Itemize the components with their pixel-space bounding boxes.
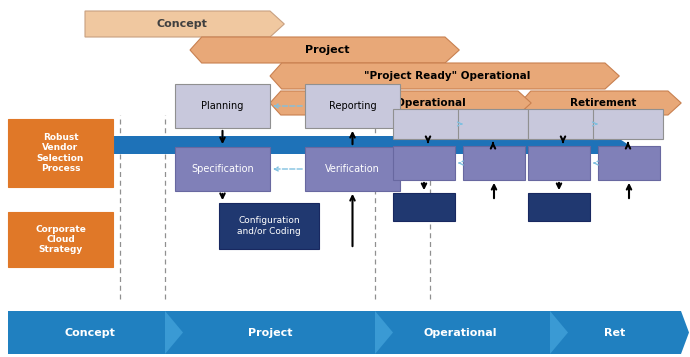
- Polygon shape: [270, 91, 531, 115]
- Bar: [458, 109, 528, 139]
- Bar: [8, 311, 681, 354]
- Bar: [528, 146, 590, 180]
- Polygon shape: [85, 11, 284, 37]
- Text: Verification: Verification: [325, 164, 380, 174]
- Polygon shape: [550, 311, 568, 354]
- Text: Ret: Ret: [604, 327, 626, 337]
- Bar: [593, 109, 663, 139]
- Text: Project: Project: [248, 327, 293, 337]
- Text: Retirement: Retirement: [570, 98, 637, 108]
- Text: End User Operational: End User Operational: [340, 98, 466, 108]
- Bar: [393, 109, 463, 139]
- Polygon shape: [520, 91, 681, 115]
- Text: Corporate
Cloud
Strategy: Corporate Cloud Strategy: [35, 225, 86, 255]
- Text: "Project Ready" Operational: "Project Ready" Operational: [364, 71, 531, 81]
- Bar: [393, 193, 455, 221]
- Text: Specification: Specification: [191, 164, 254, 174]
- Text: Planning: Planning: [201, 101, 244, 111]
- Bar: [113, 136, 615, 154]
- Text: Reporting: Reporting: [328, 101, 376, 111]
- Bar: [393, 146, 455, 180]
- Text: Robust
Vendor
Selection
Process: Robust Vendor Selection Process: [37, 133, 84, 173]
- Bar: [8, 212, 113, 267]
- Polygon shape: [270, 63, 620, 89]
- Text: Project: Project: [306, 45, 350, 55]
- Bar: [8, 119, 113, 187]
- Polygon shape: [615, 136, 629, 154]
- Polygon shape: [111, 136, 123, 154]
- Bar: [219, 203, 319, 249]
- Bar: [528, 109, 598, 139]
- Polygon shape: [165, 311, 183, 354]
- Bar: [175, 84, 270, 128]
- Text: Concept: Concept: [65, 327, 115, 337]
- Polygon shape: [190, 37, 460, 63]
- Polygon shape: [681, 311, 689, 354]
- Polygon shape: [375, 311, 393, 354]
- Text: Operational: Operational: [423, 327, 497, 337]
- Text: Configuration
and/or Coding: Configuration and/or Coding: [237, 216, 301, 236]
- Bar: [463, 146, 525, 180]
- Bar: [305, 84, 400, 128]
- Text: Concept: Concept: [157, 19, 207, 29]
- Bar: [528, 193, 590, 221]
- Bar: [598, 146, 660, 180]
- Bar: [175, 147, 270, 191]
- Bar: [305, 147, 400, 191]
